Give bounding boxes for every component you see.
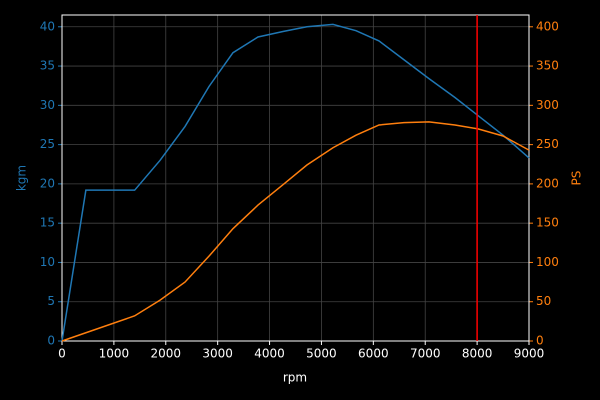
- x-tick-label: 3000: [202, 347, 233, 361]
- x-tick-label: 2000: [151, 347, 182, 361]
- y2-tick-label: 350: [536, 59, 559, 73]
- y2-tick-label: 150: [536, 216, 559, 230]
- x-tick-label: 0: [58, 347, 66, 361]
- y2-axis-label: PS: [570, 171, 584, 186]
- x-tick-label: 9000: [514, 347, 545, 361]
- y-axis-label: kgm: [15, 165, 29, 191]
- y2-tick-label: 50: [536, 294, 551, 308]
- y2-tick-label: 100: [536, 255, 559, 269]
- y-tick-label: 30: [40, 98, 55, 112]
- y-tick-label: 20: [40, 176, 55, 190]
- y2-tick-label: 400: [536, 19, 559, 33]
- y-tick-label: 35: [40, 59, 55, 73]
- x-tick-label: 4000: [254, 347, 285, 361]
- y2-tick-label: 250: [536, 137, 559, 151]
- y-tick-label: 0: [47, 334, 55, 348]
- x-tick-label: 5000: [306, 347, 337, 361]
- x-tick-label: 6000: [358, 347, 389, 361]
- series-line: [61, 121, 530, 342]
- y2-tick-label: 0: [536, 334, 544, 348]
- y2-tick-label: 200: [536, 176, 559, 190]
- y-tick-label: 15: [40, 216, 55, 230]
- x-tick-label: 7000: [410, 347, 441, 361]
- y-tick-label: 5: [47, 294, 55, 308]
- x-axis-label: rpm: [283, 371, 307, 385]
- series-line: [61, 23, 530, 342]
- y-tick-label: 40: [40, 19, 55, 33]
- plot-frame: [61, 14, 530, 342]
- y-tick-label: 10: [40, 255, 55, 269]
- y-tick-label: 25: [40, 137, 55, 151]
- y2-tick-label: 300: [536, 98, 559, 112]
- x-tick-label: 8000: [462, 347, 493, 361]
- x-tick-label: 1000: [99, 347, 130, 361]
